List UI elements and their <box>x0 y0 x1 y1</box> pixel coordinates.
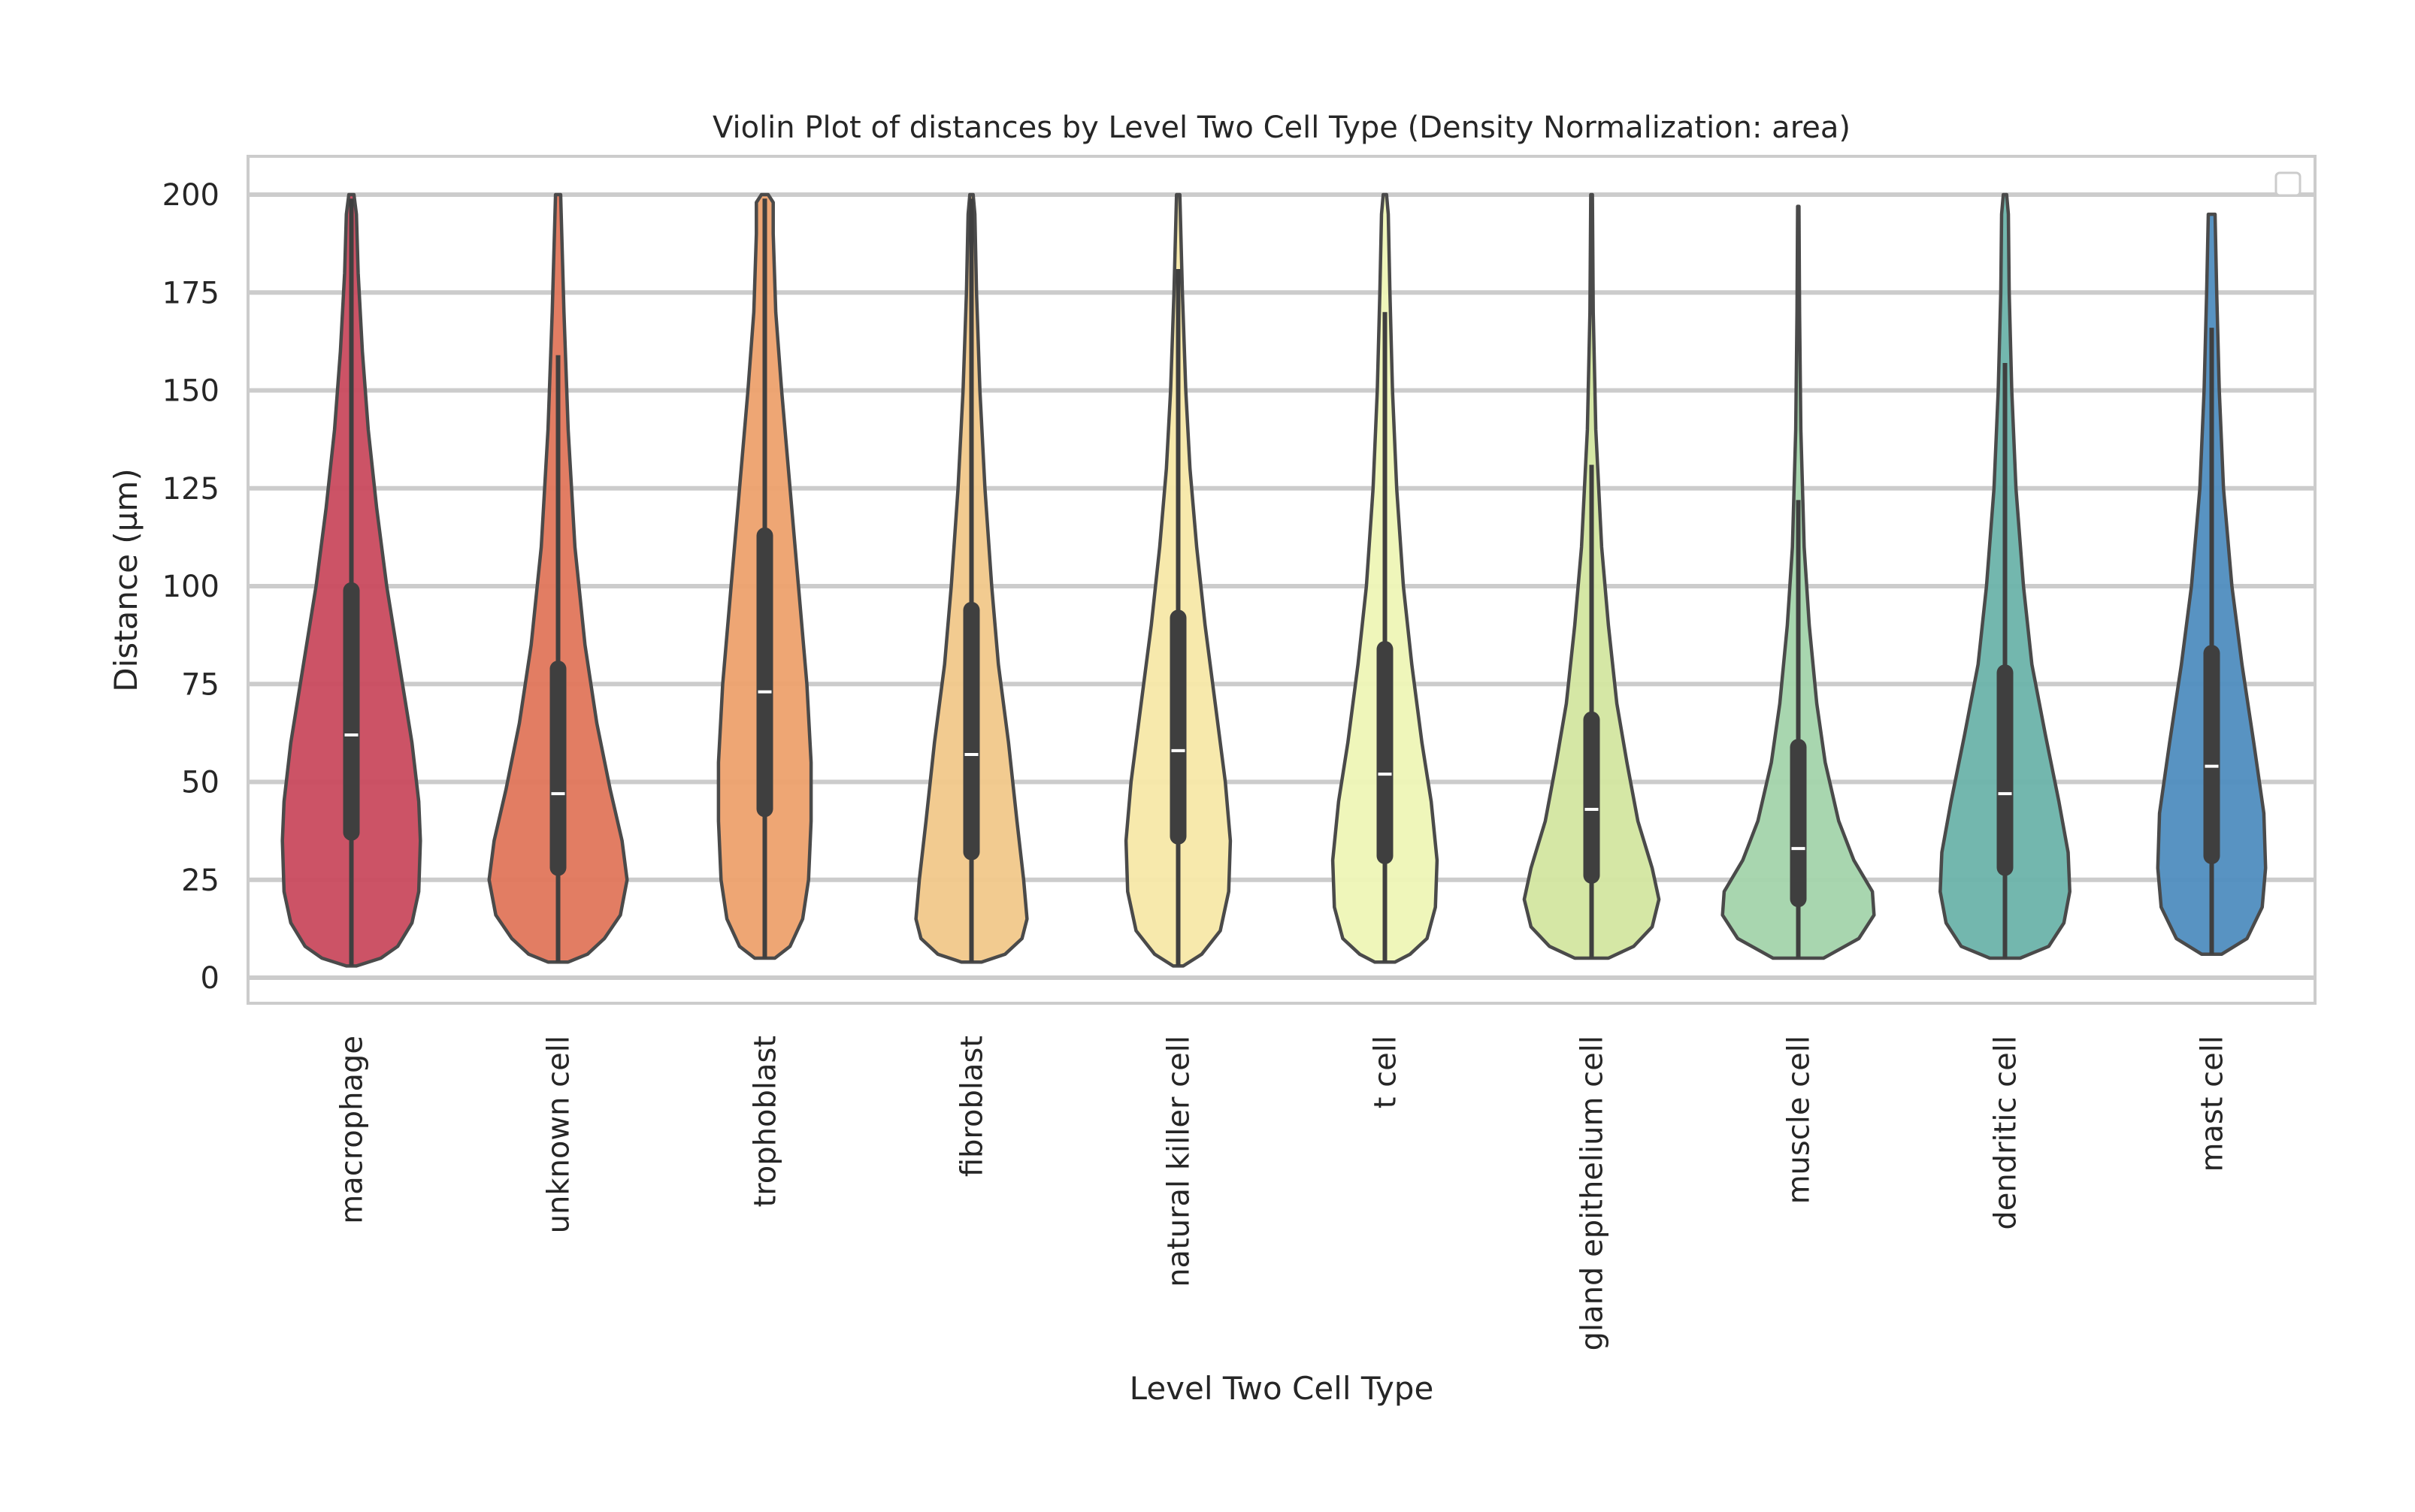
y-tick-label-25: 25 <box>181 863 219 898</box>
violins <box>280 192 2268 968</box>
y-tick-label-75: 75 <box>181 667 219 702</box>
y-tick-label-175: 175 <box>162 276 219 310</box>
x-tick-label-6: gland epithelium cell <box>1575 1036 1610 1350</box>
violin-iqr-box-7 <box>1790 739 1807 908</box>
violin-iqr-box-0 <box>343 582 360 841</box>
violin-iqr-box-2 <box>756 527 773 818</box>
x-tick-label-8: dendritic cell <box>1989 1036 2023 1230</box>
y-tick-label-150: 150 <box>162 374 219 409</box>
x-tick-label-5: t cell <box>1369 1036 1403 1108</box>
chart-title: Violin Plot of distances by Level Two Ce… <box>713 110 1851 145</box>
y-tick-label-50: 50 <box>181 766 219 800</box>
x-tick-label-2: trophoblast <box>749 1036 783 1207</box>
violin-iqr-box-9 <box>2203 645 2220 864</box>
x-tick-label-0: macrophage <box>335 1036 370 1224</box>
y-tick-label-200: 200 <box>162 178 219 213</box>
y-tick-labels: 0 25 50 75 100 125 150 175 200 <box>162 178 219 996</box>
x-tick-label-4: natural killer cell <box>1162 1036 1197 1287</box>
violin-9 <box>2156 212 2268 956</box>
x-tick-label-3: fibroblast <box>955 1036 990 1177</box>
violin-iqr-box-4 <box>1170 609 1187 845</box>
y-axis-label: Distance (µm) <box>107 468 144 691</box>
x-tick-label-7: muscle cell <box>1782 1036 1817 1204</box>
violin-2 <box>716 192 813 960</box>
y-tick-label-125: 125 <box>162 472 219 507</box>
x-tick-label-9: mast cell <box>2196 1036 2230 1172</box>
violin-4 <box>1124 192 1233 968</box>
legend-box <box>2274 171 2302 197</box>
violin-5 <box>1330 192 1439 964</box>
y-tick-label-0: 0 <box>201 961 219 996</box>
violin-iqr-box-8 <box>1996 664 2014 876</box>
violin-iqr-box-1 <box>549 660 567 876</box>
violin-1 <box>487 192 629 964</box>
violin-6 <box>1522 192 1661 960</box>
violin-8 <box>1938 192 2072 960</box>
violin-iqr-box-6 <box>1583 711 1600 884</box>
x-tick-label-1: unknown cell <box>542 1036 577 1233</box>
violin-3 <box>914 192 1029 964</box>
x-axis-label: Level Two Cell Type <box>1130 1370 1434 1407</box>
violin-0 <box>280 192 422 968</box>
violin-iqr-box-5 <box>1376 640 1394 864</box>
violin-7 <box>1720 204 1876 960</box>
y-tick-label-100: 100 <box>162 570 219 604</box>
violin-iqr-box-3 <box>963 601 980 860</box>
x-tick-labels: macrophage unknown cell trophoblast fibrobl… <box>335 1036 2230 1350</box>
